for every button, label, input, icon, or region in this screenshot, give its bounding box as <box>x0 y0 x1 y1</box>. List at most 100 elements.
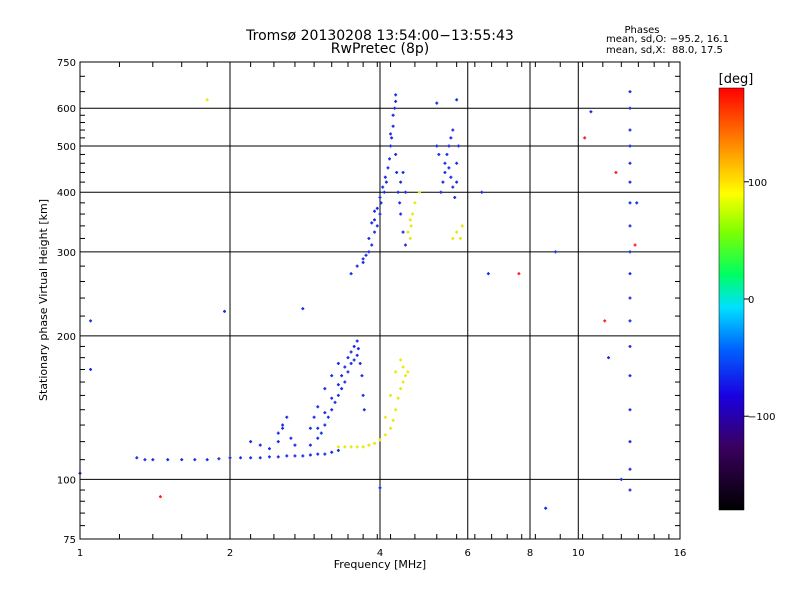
data-point <box>393 106 397 110</box>
data-point <box>628 128 632 132</box>
data-point <box>223 309 227 313</box>
data-point <box>316 426 320 430</box>
data-point <box>441 180 445 184</box>
data-point <box>316 436 320 440</box>
data-point <box>401 170 405 174</box>
data-point <box>451 236 455 240</box>
data-point <box>355 445 359 449</box>
data-point <box>403 243 407 247</box>
data-point <box>388 157 392 161</box>
data-point <box>336 445 340 449</box>
x-tick-label: 8 <box>527 548 533 559</box>
data-point <box>375 224 379 228</box>
data-point <box>355 353 359 357</box>
x-tick-label: 2 <box>227 548 233 559</box>
data-point <box>378 486 382 490</box>
data-point <box>378 438 382 442</box>
data-point <box>151 458 155 462</box>
data-point <box>435 144 439 148</box>
data-point <box>378 212 382 216</box>
data-point <box>346 370 350 374</box>
data-point <box>333 400 337 404</box>
y-tick-label: 75 <box>63 535 76 546</box>
data-point <box>276 455 280 459</box>
data-point <box>336 361 340 365</box>
data-point <box>258 443 262 447</box>
data-point <box>336 393 340 397</box>
chart-subtitle: RwPretec (8p) <box>331 41 429 57</box>
data-point <box>409 224 413 228</box>
data-point <box>607 356 611 360</box>
data-point <box>628 296 632 300</box>
chart-title: Tromsø 20130208 13:54:00−13:55:43 <box>245 28 514 44</box>
data-point <box>258 456 262 460</box>
data-point <box>370 243 374 247</box>
x-ticks: 1 2 4 6 8 10 16 <box>77 62 686 559</box>
data-point <box>517 272 521 276</box>
data-point <box>396 396 400 400</box>
colorbar <box>718 87 745 511</box>
data-point <box>439 190 443 194</box>
data-point <box>384 180 388 184</box>
y-tick-label: 500 <box>57 142 76 153</box>
data-point <box>628 106 632 110</box>
data-point <box>455 98 459 102</box>
colorbar-label: [deg] <box>719 72 754 87</box>
data-point <box>367 250 371 254</box>
data-point <box>635 201 639 205</box>
x-tick-label: 6 <box>465 548 471 559</box>
data-point <box>398 201 402 205</box>
data-point <box>355 264 359 268</box>
data-point <box>276 440 280 444</box>
data-point <box>361 257 365 261</box>
data-point <box>399 358 403 362</box>
y-tick-label: 300 <box>57 248 76 259</box>
data-point <box>451 128 455 132</box>
data-point <box>457 144 461 148</box>
colorbar-ticks: 100 0 −100 <box>744 178 775 423</box>
data-point <box>323 423 327 427</box>
data-point <box>217 457 221 461</box>
data-point <box>399 212 403 216</box>
data-point <box>445 152 449 156</box>
data-point <box>293 454 297 458</box>
data-point <box>628 201 632 205</box>
data-point <box>389 426 393 430</box>
data-point <box>373 218 377 222</box>
data-point <box>361 260 365 264</box>
data-point <box>628 250 632 254</box>
data-point <box>399 387 403 391</box>
data-point <box>267 447 271 451</box>
data-point <box>628 319 632 323</box>
data-point <box>396 190 400 194</box>
data-point <box>383 433 387 437</box>
data-point <box>373 209 377 213</box>
data-point <box>628 224 632 228</box>
data-point <box>312 415 316 419</box>
data-points <box>78 90 639 510</box>
data-point <box>411 212 415 216</box>
data-point <box>486 272 490 276</box>
data-point <box>390 136 394 140</box>
data-point <box>267 455 271 459</box>
data-point <box>373 230 377 234</box>
data-point <box>614 170 618 174</box>
data-point <box>180 458 184 462</box>
data-point <box>455 180 459 184</box>
data-point <box>308 426 312 430</box>
data-point <box>289 436 293 440</box>
data-point <box>451 185 455 189</box>
data-point <box>379 201 383 205</box>
data-point <box>336 383 340 387</box>
data-point <box>352 358 356 362</box>
data-point <box>158 495 162 499</box>
data-point <box>544 506 548 510</box>
data-point <box>437 152 441 156</box>
colorbar-tick-label: 0 <box>748 295 754 306</box>
data-point <box>362 408 366 412</box>
data-point <box>361 445 365 449</box>
data-point <box>308 453 312 457</box>
data-point <box>413 201 417 205</box>
data-point <box>316 452 320 456</box>
colorbar-tick-label: −100 <box>748 412 775 423</box>
